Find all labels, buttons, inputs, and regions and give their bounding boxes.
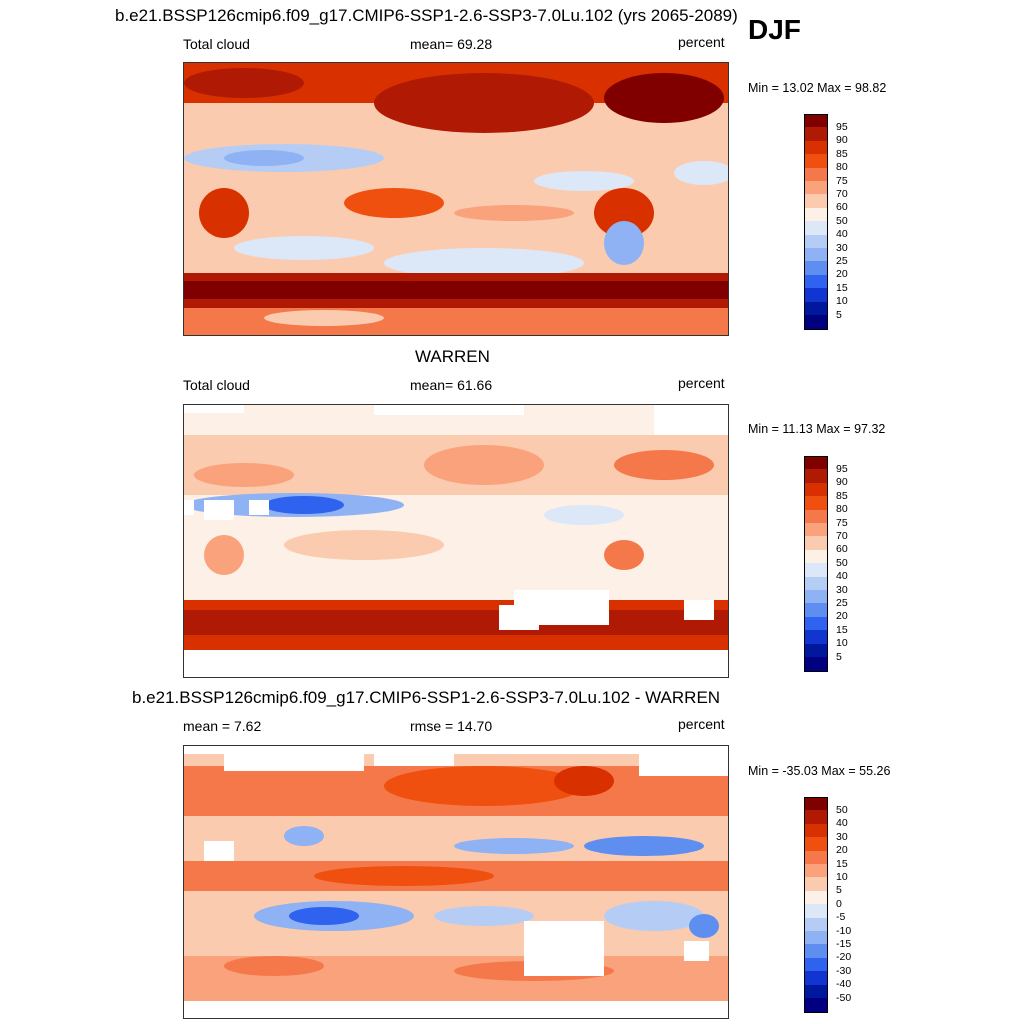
colorbar-label: -5 [836,911,846,924]
colorbar-label: 30 [836,830,848,843]
colorbar-label: 15 [836,857,848,870]
panel-3-colorbar: 50 40 30 20 15 10 5 0 -5 -10 -15 -20 -30… [804,797,864,1013]
panel-1-variable-label: Total cloud [183,36,250,52]
colorbar-label: 15 [836,623,848,636]
panel-3-map [183,745,729,1019]
colorbar-label: 50 [836,214,848,227]
panel-2-title: WARREN [415,347,490,366]
panel-1-map [183,62,729,336]
panel-2-minmax: Min = 11.13 Max = 97.32 [748,422,886,436]
panel-2-units-label: percent [678,375,725,391]
colorbar-label: 25 [836,255,848,267]
panel-1-minmax: Min = 13.02 Max = 98.82 [748,81,887,95]
panel-2-map [183,404,729,678]
colorbar-label: 40 [836,817,848,830]
colorbar-label: 95 [836,463,848,475]
panel-1-mean-label: mean= 69.28 [410,36,493,52]
panel-2-colorbar: 95 90 85 80 75 70 60 50 40 30 25 20 15 1… [804,456,864,672]
colorbar-label: 30 [836,583,848,596]
colorbar-label: 75 [836,174,848,187]
colorbar-label: -20 [836,951,852,964]
panel-2-mean-label: mean= 61.66 [410,377,493,393]
colorbar-label: 95 [836,121,848,133]
colorbar-label: 85 [836,489,848,502]
panel-3-rmse-label: rmse = 14.70 [410,718,493,734]
colorbar-label: 20 [836,844,848,857]
panel-3-units-label: percent [678,716,725,732]
colorbar-label: 5 [836,884,842,897]
colorbar-label: 60 [836,201,848,214]
colorbar-label: 90 [836,134,848,147]
colorbar-label: 70 [836,530,848,542]
colorbar-label: 10 [836,295,848,308]
colorbar-label: 50 [836,804,848,816]
panel-3-minmax: Min = -35.03 Max = 55.26 [748,764,891,778]
panel-3-title: b.e21.BSSP126cmip6.f09_g17.CMIP6-SSP1-2.… [132,688,721,707]
colorbar-label: 85 [836,147,848,160]
colorbar-label: 75 [836,516,848,529]
colorbar-label: 30 [836,241,848,254]
colorbar-label: 80 [836,161,848,174]
colorbar-label: 0 [836,897,842,910]
colorbar-label: 50 [836,556,848,569]
colorbar-label: 90 [836,476,848,489]
colorbar-label: 15 [836,281,848,294]
panel-1-title: b.e21.BSSP126cmip6.f09_g17.CMIP6-SSP1-2.… [115,6,738,25]
colorbar-label: -50 [836,991,852,1004]
colorbar-label: 40 [836,228,848,241]
colorbar-label: 60 [836,543,848,556]
colorbar-label: -40 [836,978,852,991]
colorbar-label: 40 [836,570,848,583]
season-label: DJF [748,14,801,45]
colorbar-label: 20 [836,268,848,281]
colorbar-label: 70 [836,188,848,200]
colorbar-label: -30 [836,964,852,977]
panel-2-variable-label: Total cloud [183,377,250,393]
colorbar-label: -15 [836,938,852,950]
colorbar-label: 25 [836,597,848,609]
panel-1-map-field [184,63,728,335]
colorbar-label: 80 [836,503,848,516]
panel-1-colorbar: 95 90 85 80 75 70 60 50 40 30 25 20 15 1… [804,114,864,330]
panel-1-units-label: percent [678,34,725,50]
colorbar-label: 20 [836,610,848,623]
colorbar-label: -10 [836,924,852,937]
colorbar-label: 10 [836,637,848,650]
colorbar-label: 5 [836,650,842,663]
panel-2-map-field [184,405,728,677]
panel-3-mean-label: mean = 7.62 [183,718,262,734]
panel-3-map-field [184,746,728,1018]
colorbar-label: 5 [836,308,842,321]
colorbar-label: 10 [836,871,848,883]
